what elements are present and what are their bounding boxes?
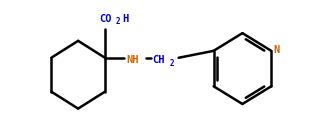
Text: N: N <box>274 45 280 55</box>
Text: NH: NH <box>126 55 138 65</box>
Text: H: H <box>122 14 128 24</box>
Text: 2: 2 <box>116 17 120 26</box>
Text: CH: CH <box>152 55 165 65</box>
Text: 2: 2 <box>169 59 174 68</box>
Text: CO: CO <box>99 14 111 24</box>
